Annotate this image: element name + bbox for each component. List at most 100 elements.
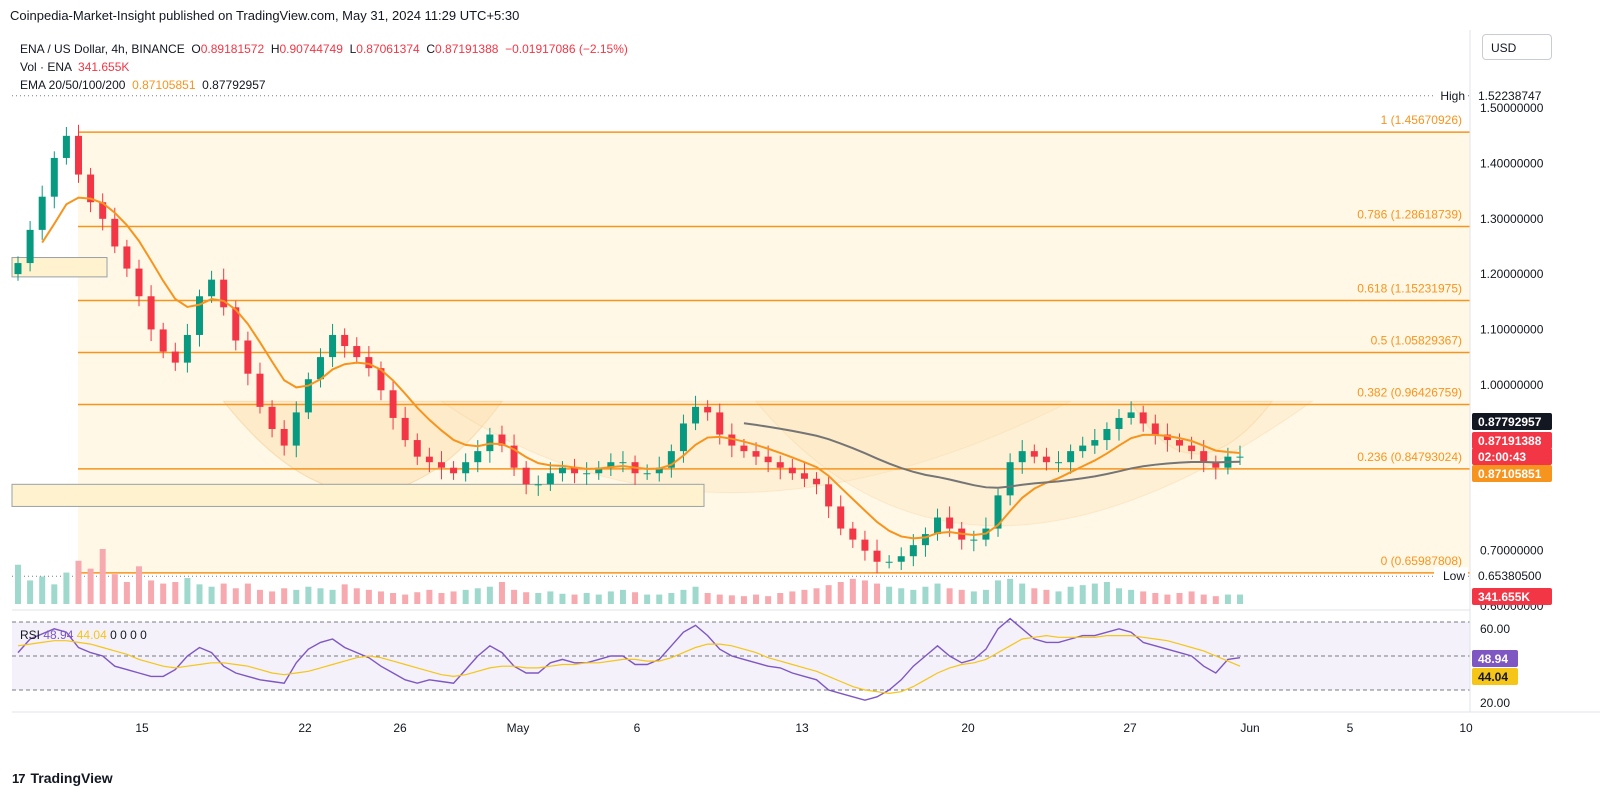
candle-body-83	[1018, 451, 1026, 463]
volume-bar-64	[789, 591, 796, 604]
candle-body-14	[183, 334, 191, 363]
volume-bar-10	[135, 566, 142, 604]
volume-bar-52	[644, 594, 651, 604]
volume-bar-43	[535, 593, 542, 604]
axis-layer: 1.50000000 1.40000000 1.30000000 1.20000000…	[12, 30, 1600, 735]
candle-body-93	[1139, 412, 1147, 424]
candle-body-85	[1042, 456, 1050, 463]
volume-bar-68	[837, 582, 844, 604]
volume-bar-5	[75, 560, 82, 604]
ema-row: EMA 20/50/100/200 0.87105851 0.87792957	[20, 76, 628, 94]
volume-bar-65	[801, 589, 808, 604]
candle-body-74	[909, 545, 917, 557]
rsi-tick-1: 20.00	[1480, 696, 1510, 710]
volume-bar-97	[1188, 591, 1195, 604]
volume-bar-84	[1031, 588, 1038, 604]
rsi-ma-value: 44.04	[76, 628, 107, 642]
ema-200-line	[743, 422, 1241, 489]
time-label-1: 22	[298, 721, 312, 735]
candle-body-67	[825, 484, 833, 507]
candle-body-101	[1236, 456, 1244, 458]
candle-body-7	[99, 202, 107, 219]
candle-body-76	[934, 517, 942, 535]
volume-bar-19	[244, 583, 251, 604]
volume-bar-50	[619, 589, 626, 604]
rsi-ma-badge: 44.04	[1478, 670, 1508, 684]
candle-body-8	[111, 218, 119, 247]
rsi-extra-values: 0 0 0 0	[110, 628, 147, 642]
volume-bar-32	[402, 594, 409, 604]
candle-body-75	[921, 534, 929, 546]
candle-body-10	[135, 268, 143, 297]
volume-bar-85	[1043, 589, 1050, 604]
change-value: −0.01917086 (−2.15%)	[505, 42, 628, 56]
ema-label[interactable]: EMA 20/50/100/200	[20, 78, 126, 92]
volume-label[interactable]: Vol · ENA	[20, 60, 72, 74]
candle-body-42	[522, 467, 530, 485]
volume-bar-2	[39, 576, 46, 604]
candle-body-70	[861, 539, 869, 551]
time-label-8: Jun	[1240, 721, 1259, 735]
candle-body-17	[220, 279, 228, 308]
volume-bar-54	[668, 593, 675, 604]
candle-body-36	[450, 467, 458, 474]
candle-body-77	[946, 517, 954, 529]
fib-label-2: 0.618 (1.15231975)	[1357, 281, 1462, 295]
candle-body-26	[329, 334, 337, 358]
price-badge-bg-3	[1472, 465, 1552, 482]
open-label: O	[191, 42, 201, 56]
candle-body-58	[716, 412, 724, 435]
volume-bar-83	[1019, 583, 1026, 604]
candle-body-52	[643, 473, 651, 475]
time-label-9: 5	[1347, 721, 1354, 735]
volume-bar-6	[87, 568, 94, 604]
volume-bar-91	[1116, 588, 1123, 604]
volume-bar-29	[365, 589, 372, 604]
fib-label-1: 0.786 (1.28618739)	[1357, 207, 1462, 221]
time-label-2: 26	[393, 721, 407, 735]
open-value: 0.89181572	[200, 42, 265, 56]
volume-bar-61	[753, 594, 760, 604]
rsi-label[interactable]: RSI	[20, 628, 41, 642]
volume-bar-78	[958, 589, 965, 604]
price-tick-5: 1.00000000	[1480, 378, 1544, 392]
volume-bar-57	[704, 593, 711, 604]
candle-body-92	[1127, 412, 1135, 418]
tradingview-brand: TradingView	[30, 770, 113, 786]
rsi-ma-badge-bg	[1472, 668, 1518, 685]
price-tick-4: 1.10000000	[1480, 322, 1544, 336]
candle-body-63	[776, 462, 784, 468]
price-tick-2: 1.30000000	[1480, 212, 1544, 226]
candle-body-46	[571, 467, 579, 474]
symbol-label[interactable]: ENA / US Dollar, 4h, BINANCE	[20, 42, 185, 56]
time-label-0: 15	[135, 721, 149, 735]
marker-label-bg-1	[1434, 567, 1468, 586]
volume-bar-76	[934, 583, 941, 604]
candle-body-96	[1176, 440, 1184, 446]
time-label-10: 10	[1459, 721, 1473, 735]
candle-body-23	[292, 412, 300, 446]
price-tick-3: 1.20000000	[1480, 267, 1544, 281]
candle-body-40	[498, 434, 506, 446]
tradingview-footer[interactable]: 17 TradingView	[12, 770, 113, 786]
volume-bar-34	[426, 589, 433, 604]
close-label: C	[426, 42, 436, 56]
volume-bar-92	[1128, 589, 1135, 604]
candle-body-81	[994, 495, 1002, 529]
price-tick-1: 1.40000000	[1480, 157, 1544, 171]
volume-bar-79	[970, 591, 977, 604]
rsi-value: 48.94	[43, 628, 74, 642]
currency-button[interactable]: USD	[1482, 34, 1552, 60]
candle-body-45	[558, 467, 566, 474]
candle-body-32	[401, 417, 409, 441]
candle-body-56	[692, 406, 700, 424]
candle-body-19	[244, 340, 252, 374]
volume-bar-23	[293, 589, 300, 604]
volume-bar-72	[886, 586, 893, 604]
price-badge-0: 0.87792957	[1478, 415, 1542, 429]
volume-bar-15	[196, 584, 203, 604]
candle-body-25	[316, 357, 324, 380]
volume-bar-100	[1224, 594, 1231, 604]
